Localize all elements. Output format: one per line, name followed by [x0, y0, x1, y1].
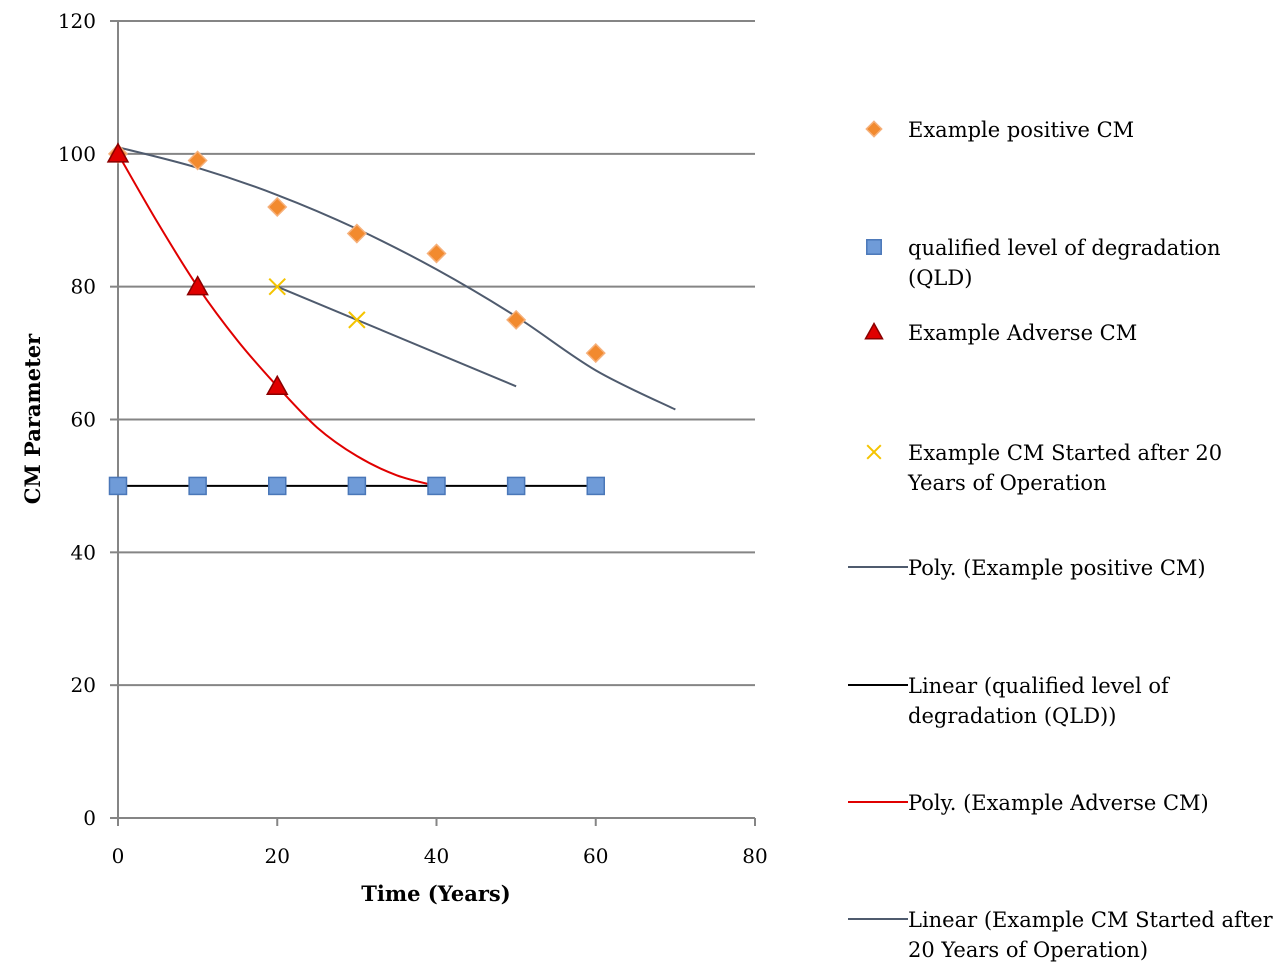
point-x-1 [348, 311, 366, 329]
point-diamond-2 [267, 196, 288, 218]
point-triangle-0 [106, 142, 130, 163]
legend-item: qualified level of degradation (QLD) [840, 235, 1276, 293]
y-tick-label: 120 [58, 9, 96, 33]
chart: 0 20 40 60 80 100 120 0 20 40 60 80 Time (Years) CM… [20, 9, 768, 906]
point-square-0 [108, 476, 128, 496]
x-tick-label: 80 [742, 844, 767, 868]
tick-labels: 0 20 40 60 80 100 120 0 20 40 60 80 [58, 9, 768, 868]
legend-label: Linear (Example CM Started after 20 Year… [908, 908, 1273, 962]
data-points [106, 142, 606, 496]
trendlines [117, 146, 676, 487]
point-square-3 [347, 476, 367, 496]
legend-item: Linear (qualified level of degradation (… [840, 673, 1276, 731]
point-square-4 [427, 476, 446, 496]
legend-marker [840, 235, 908, 261]
point-square-2 [268, 476, 287, 496]
legend-item: Example CM Started after 20 Years of Ope… [840, 440, 1276, 498]
legend-label: Example CM Started after 20 Years of Ope… [908, 441, 1223, 495]
legend-item: Poly. (Example Adverse CM) [840, 790, 1276, 818]
legend-item: Example Adverse CM [840, 320, 1276, 348]
x-stroke-b [866, 444, 882, 460]
axes [110, 20, 756, 826]
point-square-6 [586, 476, 605, 496]
legend-marker-square [866, 239, 882, 255]
x-tick-label: 0 [112, 844, 125, 868]
legend-marker-x [866, 444, 882, 460]
legend-marker [840, 440, 908, 466]
point-diamond-1 [187, 150, 208, 171]
x-tick-label: 20 [265, 844, 290, 868]
legend-label: Poly. (Example positive CM) [908, 556, 1206, 580]
y-tick-label: 40 [71, 540, 96, 564]
y-tick-label: 0 [83, 806, 96, 830]
legend-label: Poly. (Example Adverse CM) [908, 791, 1209, 815]
point-square-5 [506, 476, 526, 496]
point-diamond-5 [506, 309, 527, 330]
legend-marker-diamond [865, 120, 883, 138]
x-tick-label: 40 [424, 844, 449, 868]
legend-item: Example positive CM [840, 117, 1276, 145]
legend: Example positive CM qualified level of de… [840, 0, 1276, 966]
legend-line-swatch [840, 907, 908, 933]
x-stroke-b [348, 311, 366, 329]
y-tick-label: 60 [71, 408, 96, 432]
point-triangle-1 [186, 275, 209, 296]
x-axis-title: Time (Years) [361, 881, 510, 906]
legend-line-swatch [840, 790, 908, 816]
point-triangle-2 [265, 374, 289, 396]
y-tick-label: 100 [58, 142, 96, 166]
legend-marker-triangle [864, 321, 884, 340]
trendline-3 [276, 285, 517, 388]
legend-line-swatch [840, 555, 908, 581]
point-diamond-3 [346, 223, 367, 244]
legend-label: Example positive CM [908, 118, 1135, 142]
legend-line-swatch [840, 673, 908, 699]
legend-label: Linear (qualified level of degradation (… [908, 674, 1169, 728]
gridlines [118, 20, 755, 687]
legend-item: Linear (Example CM Started after 20 Year… [840, 907, 1276, 965]
point-x-0 [268, 277, 286, 296]
legend-marker [840, 117, 908, 143]
y-axis-title: CM Parameter [20, 333, 45, 504]
x-stroke-b [268, 277, 286, 296]
point-diamond-6 [585, 343, 606, 364]
legend-marker [840, 320, 908, 346]
y-tick-label: 80 [71, 275, 96, 299]
x-tick-label: 60 [583, 844, 608, 868]
legend-label: Example Adverse CM [908, 321, 1138, 345]
point-diamond-4 [426, 243, 447, 264]
trendline-0 [117, 146, 676, 411]
legend-item: Poly. (Example positive CM) [840, 555, 1276, 583]
y-tick-label: 20 [71, 673, 96, 697]
point-square-1 [188, 476, 207, 496]
legend-label: qualified level of degradation (QLD) [908, 236, 1221, 290]
